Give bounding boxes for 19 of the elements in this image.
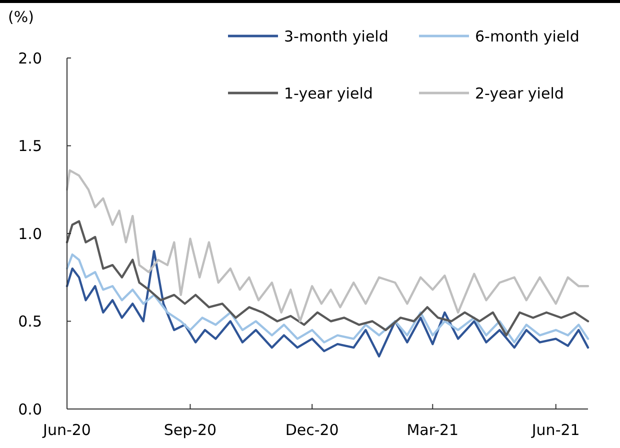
y-tick-label: 0.0 bbox=[18, 400, 42, 418]
legend-label: 2-year yield bbox=[475, 84, 564, 102]
legend-label: 6-month yield bbox=[475, 27, 580, 46]
x-tick-label: Mar-21 bbox=[406, 421, 459, 439]
legend-label: 3-month yield bbox=[284, 27, 388, 46]
y-tick-label: 2.0 bbox=[18, 49, 42, 68]
y-tick-label: 1.0 bbox=[18, 224, 42, 243]
line-series bbox=[66, 169, 590, 322]
line-series bbox=[66, 253, 590, 344]
x-tick-label: Jun-21 bbox=[530, 421, 580, 439]
line-series bbox=[66, 250, 590, 358]
x-tick-label: Dec-20 bbox=[285, 421, 339, 439]
legend-label: 1-year yield bbox=[284, 84, 373, 102]
x-tick-label: Sep-20 bbox=[164, 421, 217, 439]
y-tick-label: 1.5 bbox=[18, 137, 42, 155]
line-series bbox=[66, 220, 590, 336]
y-axis-title: (%) bbox=[8, 8, 34, 26]
y-tick-label: 0.5 bbox=[18, 312, 42, 330]
x-tick-label: Jun-20 bbox=[42, 421, 91, 439]
